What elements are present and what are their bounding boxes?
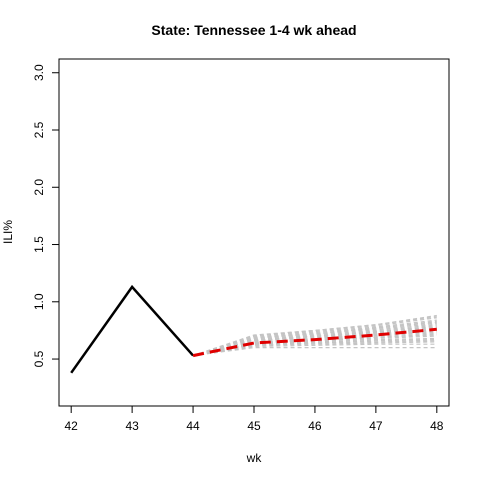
x-axis-label: wk	[246, 451, 263, 465]
sample-path-21	[192, 325, 437, 357]
y-axis-label: ILI%	[1, 220, 15, 244]
x-tick-label-46: 46	[308, 419, 322, 433]
sample-path-6	[192, 332, 437, 357]
x-axis: 42 43 44 45 46 47 48	[65, 405, 444, 433]
sample-path-20	[192, 328, 437, 357]
sample-path-3	[192, 337, 437, 357]
y-tick-label-5: 3.0	[32, 64, 46, 81]
forecast-mean-line	[192, 327, 437, 358]
x-tick-label-43: 43	[125, 419, 139, 433]
y-tick-label-4: 2.5	[32, 121, 46, 138]
sample-path-22	[192, 321, 437, 357]
x-tick-label-47: 47	[369, 419, 383, 433]
plot-box	[58, 58, 450, 407]
sample-path-23	[192, 316, 437, 357]
data-series	[70, 284, 437, 374]
sample-path-24	[192, 339, 437, 357]
sample-path-17	[193, 343, 437, 357]
chart-title: State: Tennessee 1-4 wk ahead	[151, 22, 356, 38]
x-tick-label-45: 45	[247, 419, 261, 433]
observed-line	[70, 284, 195, 374]
y-tick-label-0: 0.5	[32, 350, 46, 367]
x-tick-label-44: 44	[186, 419, 200, 433]
sample-path-1	[193, 347, 437, 357]
y-axis: 0.5 1.0 1.5 2.0 2.5 3.0	[32, 64, 60, 367]
y-tick-label-3: 2.0	[32, 179, 46, 196]
sample-path-19	[192, 333, 437, 357]
y-tick-label-2: 1.5	[32, 236, 46, 253]
x-tick-label-42: 42	[65, 419, 79, 433]
sample-paths	[192, 314, 437, 357]
sample-path-16	[192, 314, 437, 357]
y-tick-label-1: 1.0	[32, 293, 46, 310]
x-tick-label-48: 48	[430, 419, 444, 433]
sample-path-11	[192, 324, 437, 357]
sample-path-2	[192, 341, 437, 357]
